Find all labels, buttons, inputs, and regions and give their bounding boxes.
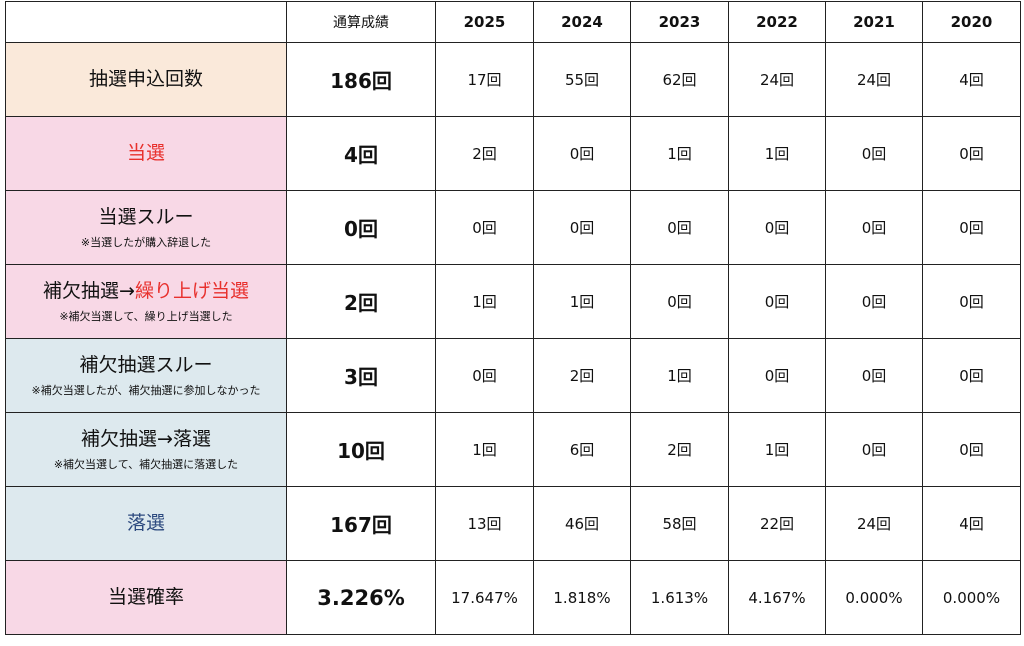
lottery-results-table: 通算成績 2025 2024 2023 2022 2021 2020 抽選申込回…: [5, 1, 1021, 635]
year-cell: 6回: [533, 412, 631, 487]
year-cell: 0回: [728, 264, 826, 339]
year-cell: 0回: [825, 412, 923, 487]
total-cell: 167回: [286, 486, 436, 561]
row-label-cell: 補欠抽選→落選 ※補欠当選して、補欠抽選に落選した: [5, 412, 287, 487]
row-label: 当選: [126, 141, 165, 164]
corner-cell: [5, 1, 287, 43]
row-note: ※補欠当選して、補欠抽選に落選した: [53, 457, 239, 471]
year-header: 2021: [825, 1, 923, 43]
row-label: 補欠抽選→落選: [81, 427, 211, 450]
year-cell: 0回: [825, 116, 923, 191]
year-cell: 1回: [728, 412, 826, 487]
year-cell: 0回: [825, 190, 923, 265]
year-cell: 0回: [728, 338, 826, 413]
year-cell: 0回: [922, 412, 1021, 487]
table-row-applications: 抽選申込回数 186回 17回 55回 62回 24回 24回 4回: [5, 42, 1021, 117]
year-header: 2022: [728, 1, 826, 43]
year-header: 2024: [533, 1, 631, 43]
row-label: 当選確率: [107, 585, 184, 608]
year-cell: 0回: [825, 338, 923, 413]
year-cell: 55回: [533, 42, 631, 117]
year-cell: 2回: [435, 116, 534, 191]
row-label-cell: 補欠抽選スルー ※補欠当選したが、補欠抽選に参加しなかった: [5, 338, 287, 413]
year-cell: 17回: [435, 42, 534, 117]
table-row-waitlist-promoted: 補欠抽選→繰り上げ当選 ※補欠当選して、繰り上げ当選した 2回 1回 1回 0回 …: [5, 264, 1021, 339]
table-row-won: 当選 4回 2回 0回 1回 1回 0回 0回: [5, 116, 1021, 191]
year-cell: 0回: [825, 264, 923, 339]
year-cell: 24回: [728, 42, 826, 117]
year-cell: 0回: [728, 190, 826, 265]
year-header: 2025: [435, 1, 534, 43]
year-cell: 24回: [825, 486, 923, 561]
total-header: 通算成績: [286, 1, 436, 43]
table-row-won-declined: 当選スルー ※当選したが購入辞退した 0回 0回 0回 0回 0回 0回 0回: [5, 190, 1021, 265]
table-row-lost: 落選 167回 13回 46回 58回 22回 24回 4回: [5, 486, 1021, 561]
row-label: 抽選申込回数: [88, 67, 203, 90]
year-cell: 2回: [630, 412, 729, 487]
year-cell: 1.818%: [533, 560, 631, 635]
row-label-cell: 当選スルー ※当選したが購入辞退した: [5, 190, 287, 265]
row-note: ※補欠当選して、繰り上げ当選した: [59, 309, 233, 323]
row-label-cell: 抽選申込回数: [5, 42, 287, 117]
total-cell: 3.226%: [286, 560, 436, 635]
total-cell: 3回: [286, 338, 436, 413]
row-label: 補欠抽選スルー: [79, 353, 213, 376]
year-cell: 0.000%: [922, 560, 1021, 635]
year-cell: 1回: [435, 412, 534, 487]
year-cell: 2回: [533, 338, 631, 413]
table-row-waitlist-lost: 補欠抽選→落選 ※補欠当選して、補欠抽選に落選した 10回 1回 6回 2回 1回…: [5, 412, 1021, 487]
row-label: 落選: [126, 511, 165, 534]
year-cell: 0回: [922, 338, 1021, 413]
total-cell: 186回: [286, 42, 436, 117]
year-header: 2020: [922, 1, 1021, 43]
year-cell: 4回: [922, 486, 1021, 561]
row-label-cell: 当選確率: [5, 560, 287, 635]
year-cell: 24回: [825, 42, 923, 117]
year-cell: 22回: [728, 486, 826, 561]
year-cell: 17.647%: [435, 560, 534, 635]
year-cell: 0回: [435, 190, 534, 265]
year-cell: 58回: [630, 486, 729, 561]
row-label-cell: 補欠抽選→繰り上げ当選 ※補欠当選して、繰り上げ当選した: [5, 264, 287, 339]
year-cell: 0回: [922, 116, 1021, 191]
year-cell: 62回: [630, 42, 729, 117]
row-note: ※補欠当選したが、補欠抽選に参加しなかった: [31, 383, 261, 397]
year-cell: 1回: [630, 116, 729, 191]
year-cell: 0回: [533, 190, 631, 265]
total-cell: 4回: [286, 116, 436, 191]
row-label-cell: 当選: [5, 116, 287, 191]
row-label-highlight: 繰り上げ当選: [134, 279, 249, 302]
year-cell: 46回: [533, 486, 631, 561]
row-label-cell: 落選: [5, 486, 287, 561]
row-label: 当選スルー: [98, 205, 194, 228]
total-cell: 0回: [286, 190, 436, 265]
year-cell: 0回: [922, 264, 1021, 339]
year-cell: 1回: [630, 338, 729, 413]
year-cell: 0回: [533, 116, 631, 191]
year-cell: 4回: [922, 42, 1021, 117]
table-row-win-rate: 当選確率 3.226% 17.647% 1.818% 1.613% 4.167%…: [5, 560, 1021, 635]
year-cell: 13回: [435, 486, 534, 561]
table-row-waitlist-skipped: 補欠抽選スルー ※補欠当選したが、補欠抽選に参加しなかった 3回 0回 2回 1回…: [5, 338, 1021, 413]
year-cell: 1回: [728, 116, 826, 191]
year-cell: 0回: [922, 190, 1021, 265]
total-cell: 10回: [286, 412, 436, 487]
row-label-prefix: 補欠抽選→: [43, 279, 135, 302]
lottery-results-table-wrapper: 通算成績 2025 2024 2023 2022 2021 2020 抽選申込回…: [5, 1, 1021, 635]
year-cell: 0回: [435, 338, 534, 413]
year-cell: 1回: [533, 264, 631, 339]
header-row: 通算成績 2025 2024 2023 2022 2021 2020: [5, 1, 1021, 43]
year-cell: 1.613%: [630, 560, 729, 635]
year-cell: 0回: [630, 190, 729, 265]
row-note: ※当選したが購入辞退した: [80, 235, 212, 249]
year-header: 2023: [630, 1, 729, 43]
year-cell: 1回: [435, 264, 534, 339]
year-cell: 0回: [630, 264, 729, 339]
total-cell: 2回: [286, 264, 436, 339]
year-cell: 4.167%: [728, 560, 826, 635]
year-cell: 0.000%: [825, 560, 923, 635]
